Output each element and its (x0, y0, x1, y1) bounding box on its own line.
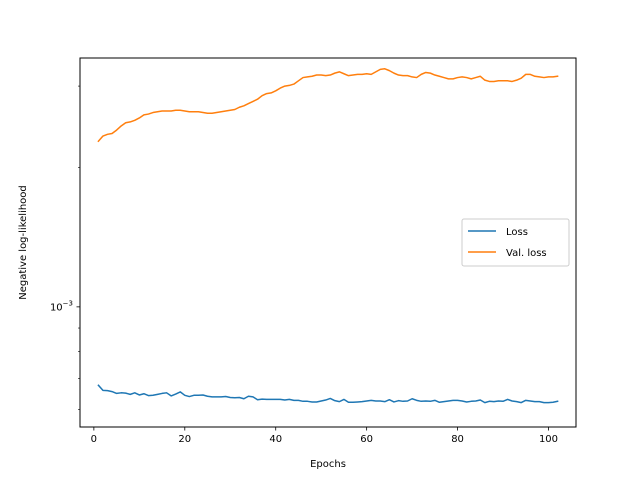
y-tick-label: 10−3 (50, 299, 73, 313)
series-line-loss (97, 384, 559, 404)
legend-entry-val-loss: Val. loss (506, 248, 547, 259)
series-layer (97, 68, 559, 404)
legend-entry-loss: Loss (506, 227, 528, 238)
x-tick-label: 100 (539, 434, 558, 445)
x-tick-label: 80 (451, 434, 464, 445)
x-tick-label: 20 (178, 434, 191, 445)
plot-frame (79, 57, 577, 428)
x-axis-ticks: 0 20 40 60 80 100 (91, 427, 558, 445)
x-axis-label: Epochs (310, 459, 346, 470)
x-tick-label: 0 (91, 434, 97, 445)
legend: Loss Val. loss (461, 218, 570, 267)
x-tick-label: 40 (269, 434, 282, 445)
y-axis-label: Negative log-likelihood (18, 185, 29, 300)
series-line-val-loss (97, 68, 559, 143)
y-axis-ticks: 10−3 (50, 85, 80, 410)
x-tick-label: 60 (360, 434, 373, 445)
